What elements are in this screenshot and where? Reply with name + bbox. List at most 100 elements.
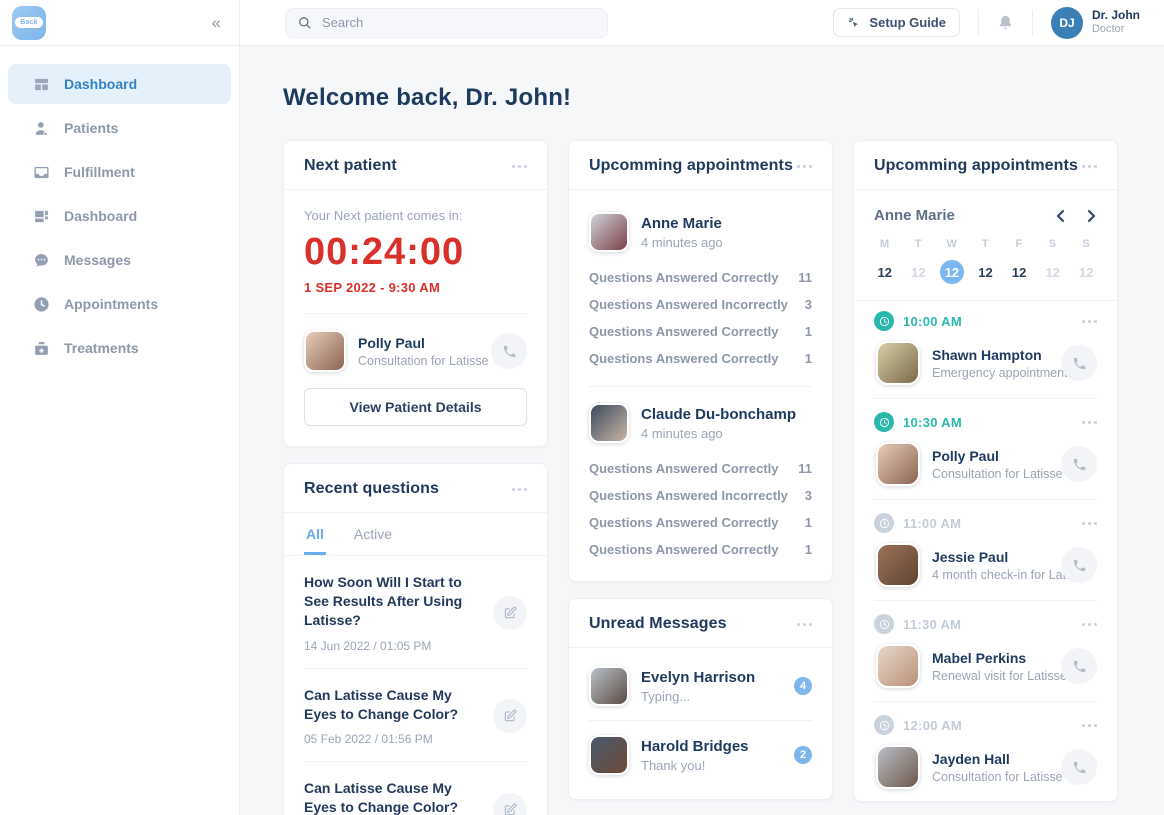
user-role: Doctor (1091, 23, 1125, 36)
tab-all[interactable]: All (304, 513, 326, 555)
call-button[interactable] (1061, 446, 1097, 482)
next-week-button[interactable] (1085, 209, 1097, 222)
sidebar-item-label: Appointments (64, 296, 159, 312)
calendar-day[interactable]: T 12 (911, 238, 926, 280)
calendar-day[interactable]: T 12 (978, 238, 993, 280)
appointment-slot: 10:00 AM Shawn Hampton Emergency appoint… (874, 311, 1097, 399)
message-row[interactable]: Harold Bridges Thank you! 2 (589, 721, 812, 789)
sidebar-item-label: Fulfillment (64, 164, 135, 180)
topbar: Setup Guide DJ Dr. John Doctor (240, 0, 1164, 46)
sidebar: Back « Dashboard Patients Fulfillment Da… (0, 0, 240, 815)
stat-value: 11 (798, 461, 812, 476)
call-button[interactable] (1061, 749, 1097, 785)
more-menu-icon[interactable] (512, 484, 527, 495)
next-patient-row: Polly Paul Consultation for Latisse (304, 330, 527, 372)
user-menu[interactable]: DJ Dr. John Doctor (1050, 6, 1140, 39)
stat-row: Questions Answered Correctly 11 (589, 455, 812, 482)
card-title: Unread Messages (589, 615, 727, 632)
sidebar-item-dashboard-2[interactable]: Dashboard (8, 196, 231, 236)
question-date: 05 Feb 2022 / 01:56 PM (304, 732, 433, 747)
more-menu-icon[interactable] (1082, 417, 1097, 428)
call-button[interactable] (1061, 648, 1097, 684)
more-menu-icon[interactable] (797, 619, 812, 630)
divider (874, 600, 1097, 601)
setup-guide-button[interactable]: Setup Guide (833, 8, 960, 37)
patient-avatar (876, 745, 920, 789)
edit-question-button[interactable] (493, 792, 527, 815)
stat-value: 1 (804, 351, 812, 366)
stat-label: Questions Answered Correctly (589, 542, 779, 557)
patient-name: Shawn Hampton (932, 346, 1042, 363)
stats-patient-row[interactable]: Claude Du-bonchamp 4 minutes ago (589, 403, 812, 443)
sidebar-item-messages[interactable]: Messages (8, 240, 231, 280)
more-menu-icon[interactable] (1082, 161, 1097, 172)
more-menu-icon[interactable] (797, 161, 812, 172)
more-menu-icon[interactable] (1082, 518, 1097, 529)
edit-icon (504, 606, 517, 619)
call-button[interactable] (491, 333, 527, 369)
app-logo[interactable]: Back (12, 5, 46, 40)
search-box[interactable] (285, 7, 608, 38)
calendar-day[interactable]: S 12 (1045, 238, 1060, 280)
divider (874, 398, 1097, 399)
stat-label: Questions Answered Correctly (589, 461, 779, 476)
card-title: Upcomming appointments (589, 157, 793, 174)
question-item[interactable]: Can Latisse Cause My Eyes to Change Colo… (304, 762, 527, 815)
message-row[interactable]: Evelyn Harrison Typing... 4 (589, 652, 812, 721)
chevron-right-icon (1087, 209, 1096, 222)
more-menu-icon[interactable] (1082, 316, 1097, 327)
more-menu-icon[interactable] (1082, 720, 1097, 731)
search-input[interactable] (322, 15, 595, 30)
clock-icon (874, 715, 894, 735)
divider (1031, 9, 1033, 36)
patient-avatar (876, 644, 920, 688)
sidebar-item-label: Dashboard (64, 76, 138, 92)
appointment-reason: Emergency appointment (932, 365, 1068, 380)
stat-value: 3 (804, 488, 812, 503)
patient-name: Claude Du-bonchamp (641, 405, 797, 423)
setup-guide-label: Setup Guide (869, 15, 946, 30)
call-button[interactable] (1061, 547, 1097, 583)
sidebar-item-treatments[interactable]: Treatments (8, 328, 231, 368)
patient-name: Anne Marie (641, 214, 722, 232)
card-title: Recent questions (304, 480, 439, 497)
clock-icon (32, 295, 50, 313)
appointment-slot: 10:30 AM Polly Paul Consultation for Lat… (874, 412, 1097, 500)
call-button[interactable] (1061, 345, 1097, 381)
tab-active[interactable]: Active (353, 526, 393, 542)
more-menu-icon[interactable] (512, 161, 527, 172)
calendar-day-selected[interactable]: W 12 (935, 238, 969, 284)
calendar-day[interactable]: S 12 (1079, 238, 1094, 280)
message-status: Typing... (641, 688, 691, 704)
patient-avatar (876, 341, 920, 385)
main-content: Welcome back, Dr. John! Next patient You… (240, 46, 1164, 815)
stat-label: Questions Answered Correctly (589, 324, 779, 339)
edit-question-button[interactable] (493, 595, 527, 630)
view-patient-details-button[interactable]: View Patient Details (304, 388, 527, 426)
stats-patient-row[interactable]: Anne Marie 4 minutes ago (589, 212, 812, 252)
stat-label: Questions Answered Incorrectly (589, 488, 788, 503)
calendar-day[interactable]: M 12 (877, 238, 893, 280)
notifications-bell-icon[interactable] (997, 14, 1014, 32)
question-title: How Soon Will I Start to See Results Aft… (304, 574, 463, 628)
calendar-day[interactable]: F 12 (1011, 238, 1027, 280)
edit-icon (504, 803, 517, 815)
edit-question-button[interactable] (493, 699, 527, 734)
sidebar-collapse-button[interactable]: « (211, 13, 221, 32)
question-item[interactable]: How Soon Will I Start to See Results Aft… (304, 556, 527, 669)
fulfillment-box-icon (32, 163, 50, 181)
card-title: Next patient (304, 157, 397, 174)
phone-icon (1073, 458, 1085, 470)
prev-week-button[interactable] (1055, 209, 1067, 222)
unread-count-badge: 4 (794, 677, 812, 695)
sidebar-item-label: Messages (64, 252, 131, 268)
sidebar-item-patients[interactable]: Patients (8, 108, 231, 148)
sidebar-nav: Dashboard Patients Fulfillment Dashboard… (0, 46, 239, 386)
question-item[interactable]: Can Latisse Cause My Eyes to Change Colo… (304, 669, 527, 763)
sidebar-item-appointments[interactable]: Appointments (8, 284, 231, 324)
sidebar-item-dashboard[interactable]: Dashboard (8, 64, 231, 104)
stat-value: 1 (804, 324, 812, 339)
slot-time: 11:00 AM (903, 515, 962, 531)
more-menu-icon[interactable] (1082, 619, 1097, 630)
sidebar-item-fulfillment[interactable]: Fulfillment (8, 152, 231, 192)
